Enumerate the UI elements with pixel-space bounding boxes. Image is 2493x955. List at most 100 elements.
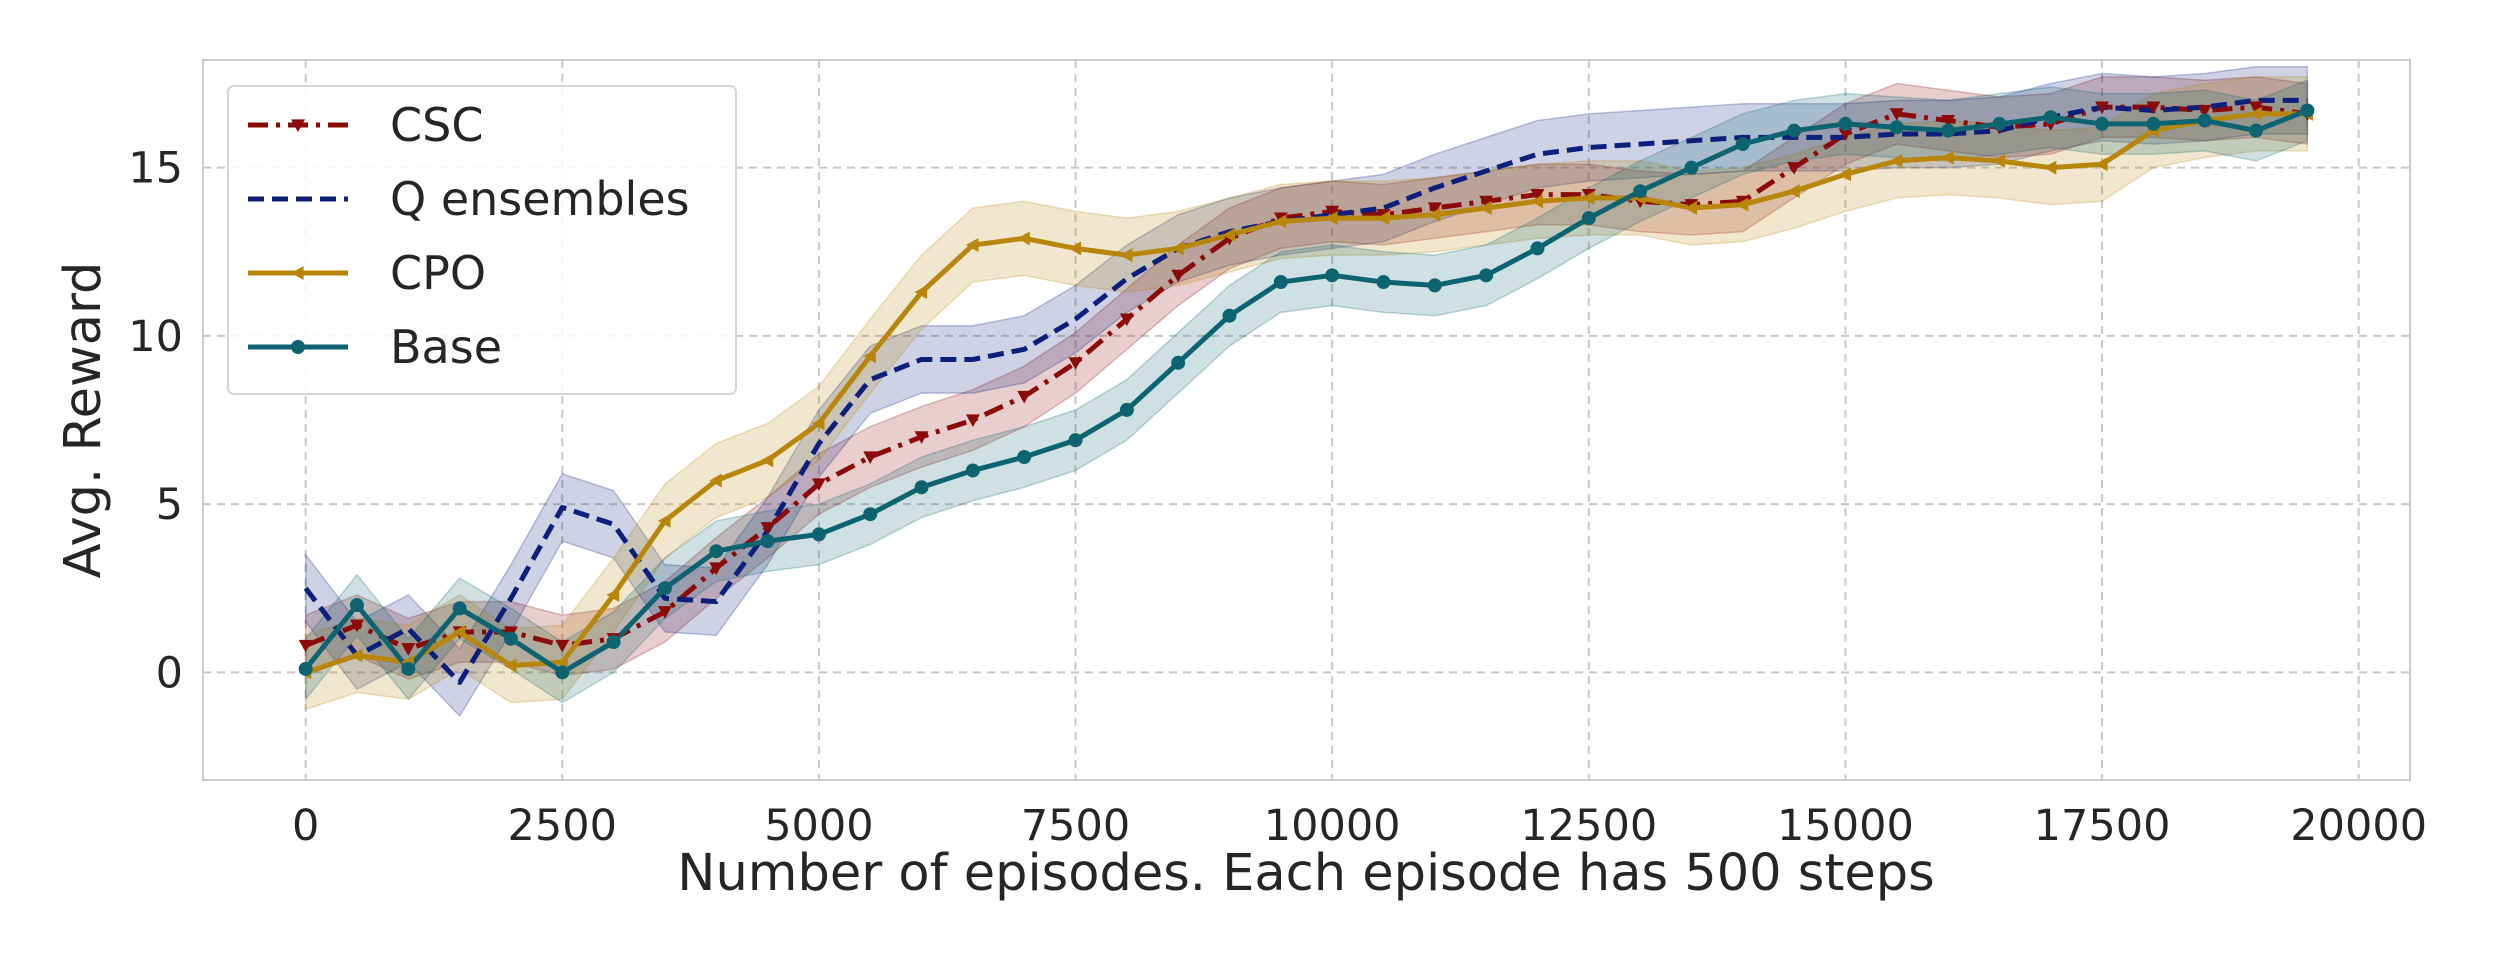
x-tick-label: 20000: [2290, 801, 2427, 851]
base-point: [1325, 268, 1340, 283]
base-point: [1119, 402, 1134, 417]
cpo-point: [1889, 153, 1903, 168]
y-tick-label: 15: [128, 144, 183, 194]
legend-box: [227, 85, 737, 395]
csc-point: [401, 643, 416, 656]
legend-marker-csc: [291, 119, 305, 132]
confidence-bands: [304, 65, 2309, 718]
x-tick-labels: 0 2500 5000 7500 10000 12500 15000 17500 20000: [292, 801, 2427, 851]
base-point: [657, 581, 672, 596]
base-point: [1068, 433, 1083, 448]
cpo-point: [863, 349, 876, 364]
cpo-point: [1171, 241, 1184, 256]
cpo-point: [606, 587, 620, 602]
legend-label-base: Base: [390, 320, 502, 374]
csc-point: [2146, 101, 2161, 115]
cpo-point: [1581, 190, 1595, 205]
csc-point: [2249, 101, 2264, 115]
cpo-point: [555, 655, 568, 670]
base-point: [298, 661, 313, 676]
csc-point: [1530, 188, 1545, 202]
base-point: [1684, 160, 1699, 175]
base-point: [401, 661, 416, 676]
base-point: [1427, 278, 1442, 293]
cpo-point: [1838, 167, 1852, 182]
base-point: [1273, 275, 1288, 290]
cpo-point: [1479, 201, 1492, 216]
cpo-point: [2043, 160, 2057, 175]
base-point: [1787, 123, 1802, 138]
csc-point: [2197, 104, 2212, 118]
cpo-point: [1530, 194, 1544, 209]
legend-label-cpo: CPO: [390, 246, 486, 300]
q-ensembles-band: [304, 65, 2309, 718]
cpo-point: [2095, 157, 2108, 172]
base-point: [2146, 116, 2161, 131]
csc-point: [1479, 195, 1494, 209]
cpo-point: [811, 416, 825, 431]
base-point: [2095, 116, 2110, 131]
base-point: [503, 631, 518, 646]
cpo-band: [304, 76, 2309, 711]
csc-point: [1171, 269, 1186, 283]
x-tick-label: 2500: [508, 801, 617, 851]
base-point: [1889, 120, 1904, 135]
series-markers: [298, 101, 2315, 680]
y-tick-label: 10: [128, 312, 183, 362]
cpo-point: [452, 624, 466, 639]
base-point: [2249, 123, 2264, 138]
base-point: [1581, 211, 1596, 226]
cpo-point: [657, 513, 671, 528]
cpo-point: [1787, 184, 1800, 199]
csc-point: [1787, 162, 1802, 175]
base-point: [1222, 308, 1237, 323]
base-point: [1941, 123, 1956, 138]
csc-band: [304, 76, 2309, 680]
y-axis-label: Avg. Reward: [54, 262, 113, 579]
cpo-point: [1427, 207, 1441, 222]
base-point: [2197, 113, 2212, 128]
cpo-point: [1735, 197, 1749, 212]
legend-marker-base: [291, 340, 305, 354]
base-point: [1530, 241, 1545, 256]
base-point: [760, 534, 775, 549]
base-point: [811, 527, 826, 542]
csc-point: [555, 639, 570, 653]
csc-point: [760, 522, 775, 535]
base-point: [606, 635, 621, 650]
base-point: [1376, 275, 1391, 290]
cpo-point: [349, 648, 363, 663]
cpo-point: [1992, 153, 2005, 168]
csc-point: [965, 414, 980, 427]
base-point: [1992, 116, 2007, 131]
base-point: [965, 463, 980, 478]
cpo-point: [2249, 106, 2262, 121]
csc-point: [709, 562, 724, 576]
cpo-point: [1119, 248, 1133, 263]
x-tick-label: 5000: [764, 801, 873, 851]
cpo-point: [1325, 211, 1338, 226]
legend: CSC Q ensembles CPO Base: [227, 85, 737, 395]
x-tick-label: 17500: [2034, 801, 2171, 851]
csc-point: [1889, 108, 1904, 121]
csc-point: [1068, 357, 1083, 370]
y-tick-label: 5: [156, 480, 183, 530]
base-line: [303, 108, 2309, 675]
base-point: [1017, 450, 1032, 465]
y-tick-label: 0: [156, 648, 183, 698]
x-tick-label: 15000: [1777, 801, 1914, 851]
csc-point: [863, 451, 878, 465]
base-point: [1171, 355, 1186, 370]
csc-point: [657, 606, 672, 619]
csc-point: [2095, 101, 2110, 115]
base-point: [555, 665, 570, 680]
cpo-point: [914, 285, 928, 300]
legend-label-q-ensembles: Q ensembles: [390, 172, 690, 226]
base-point: [709, 544, 724, 559]
csc-point: [298, 639, 313, 653]
x-tick-label: 7500: [1021, 801, 1130, 851]
csc-point: [811, 478, 826, 491]
base-point: [1633, 184, 1648, 199]
base-point: [1479, 268, 1494, 283]
